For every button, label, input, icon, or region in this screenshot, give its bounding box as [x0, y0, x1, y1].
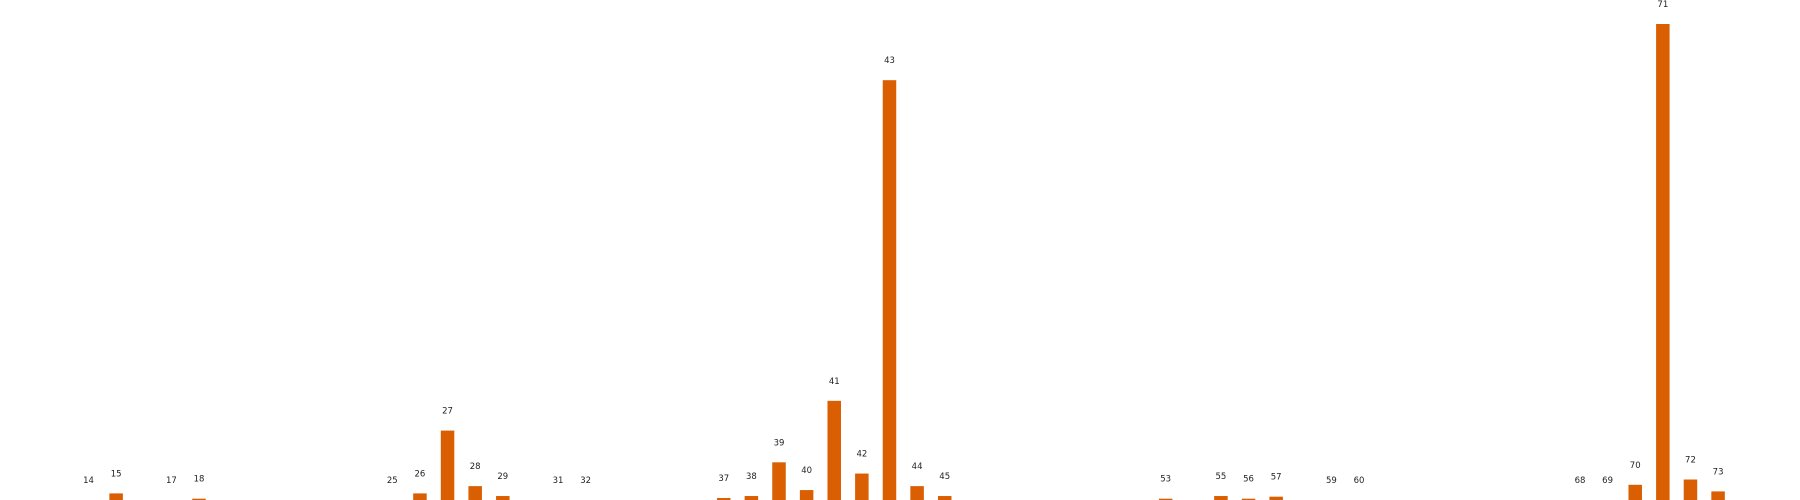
bar-label-43: 43	[884, 56, 895, 66]
bar-label-31: 31	[553, 476, 564, 486]
bar-label-41: 41	[829, 377, 840, 387]
bar-18	[192, 498, 206, 500]
bar-label-69: 69	[1602, 476, 1613, 486]
bar-55	[1214, 496, 1228, 500]
bar-71	[1656, 24, 1670, 500]
bar-label-60: 60	[1354, 476, 1365, 486]
bar-label-14: 14	[83, 476, 94, 486]
bar-label-53: 53	[1160, 475, 1171, 485]
bar-label-40: 40	[801, 466, 812, 476]
bar-label-27: 27	[442, 407, 453, 417]
bar-label-38: 38	[746, 472, 757, 482]
bar-40	[799, 490, 814, 500]
bar-29	[496, 496, 510, 500]
bar-label-55: 55	[1216, 472, 1227, 482]
bar-label-72: 72	[1685, 456, 1696, 466]
bar-label-29: 29	[497, 472, 508, 482]
bar-label-32: 32	[580, 476, 591, 486]
bar-70	[1628, 484, 1642, 500]
bar-group	[109, 24, 1725, 500]
bar-26	[413, 493, 427, 500]
bar-label-39: 39	[774, 438, 785, 448]
bar-56	[1241, 498, 1256, 500]
bar-label-15: 15	[111, 469, 122, 479]
bar-label-group: 14 15 17 18 25 26 27 28 29 31 32 37 38 39 40 41 42 43 44 45…	[83, 0, 1723, 486]
bar-label-18: 18	[194, 475, 205, 485]
bar-28	[468, 486, 482, 500]
bar-37	[717, 498, 731, 500]
bar-label-42: 42	[856, 450, 867, 460]
bar-label-71: 71	[1657, 0, 1668, 10]
bar-44	[910, 486, 924, 500]
bar-39	[772, 462, 786, 500]
bar-45	[937, 496, 952, 500]
bar-72	[1683, 479, 1698, 500]
bar-label-73: 73	[1713, 467, 1724, 477]
bar-label-56: 56	[1243, 475, 1254, 485]
bar-73	[1711, 491, 1725, 500]
bar-57	[1269, 496, 1283, 500]
bar-label-37: 37	[718, 474, 729, 484]
bar-label-44: 44	[912, 462, 923, 472]
bar-53	[1158, 498, 1173, 500]
bar-label-70: 70	[1630, 461, 1641, 471]
bar-38	[744, 496, 759, 500]
bar-label-59: 59	[1326, 476, 1337, 486]
bar-41	[827, 400, 841, 500]
bar-label-45: 45	[939, 472, 950, 482]
bar-label-17: 17	[166, 476, 177, 486]
bar-label-28: 28	[470, 462, 481, 472]
bar-15	[109, 493, 123, 500]
bar-label-57: 57	[1271, 473, 1282, 483]
bar-label-26: 26	[415, 469, 426, 479]
bar-27	[440, 430, 455, 500]
bar-label-25: 25	[387, 476, 398, 486]
bar-43	[882, 80, 897, 500]
bar-label-68: 68	[1575, 476, 1586, 486]
bar-42	[855, 473, 869, 500]
